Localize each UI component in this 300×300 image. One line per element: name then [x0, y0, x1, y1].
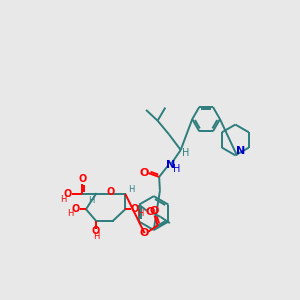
Text: O: O: [130, 204, 139, 214]
Text: O: O: [146, 207, 155, 217]
Text: H: H: [88, 196, 94, 205]
Text: H: H: [60, 195, 66, 204]
Text: H: H: [173, 164, 181, 174]
Text: N: N: [166, 160, 175, 170]
Text: O: O: [106, 187, 115, 196]
Text: O: O: [140, 228, 149, 238]
Text: O: O: [78, 174, 86, 184]
Text: O: O: [150, 206, 159, 216]
Text: H: H: [137, 208, 144, 217]
Text: O: O: [63, 189, 72, 199]
Text: O: O: [92, 226, 100, 236]
Text: H: H: [128, 185, 135, 194]
Text: H: H: [182, 148, 190, 158]
Text: H: H: [67, 208, 73, 217]
Text: O: O: [72, 204, 80, 214]
Text: N: N: [236, 146, 245, 157]
Text: O: O: [139, 168, 148, 178]
Text: H: H: [93, 232, 99, 242]
